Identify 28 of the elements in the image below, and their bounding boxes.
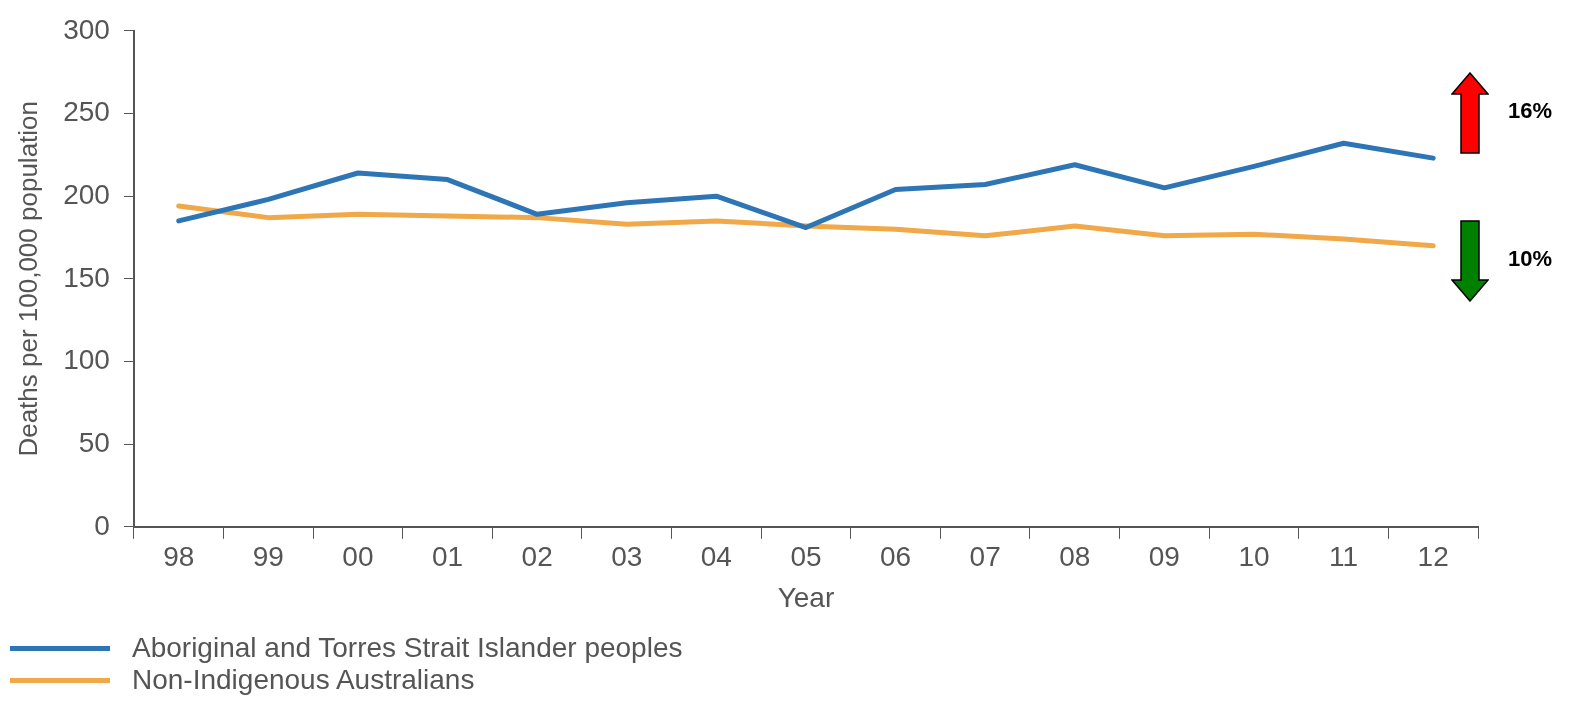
y-tick-label: 100: [63, 344, 110, 376]
x-tick-label: 10: [1238, 541, 1270, 573]
x-tick-label: 05: [790, 541, 822, 573]
x-tick-label: 99: [252, 541, 284, 573]
legend-label: Aboriginal and Torres Strait Islander peoples: [132, 632, 683, 664]
y-tick-label: 150: [63, 261, 110, 293]
y-tick-label: 200: [63, 178, 110, 210]
x-tick-label: 02: [521, 541, 553, 573]
y-tick-label: 300: [63, 13, 110, 45]
x-tick-label: 06: [879, 541, 912, 573]
legend-label: Non-Indigenous Australians: [132, 664, 475, 696]
x-tick-label: 00: [342, 541, 374, 573]
x-tick-label: 12: [1417, 541, 1449, 573]
x-tick-label: 04: [700, 541, 732, 573]
y-tick-label: 50: [78, 426, 110, 458]
y-axis-title: Deaths per 100,000 population: [12, 101, 43, 457]
x-tick-label: 03: [611, 541, 643, 573]
x-tick-label: 08: [1059, 541, 1091, 573]
text: 16%: [1508, 98, 1553, 124]
x-tick-label: 09: [1148, 541, 1180, 573]
x-tick-label: 98: [163, 541, 195, 573]
y-tick-label: 250: [63, 96, 110, 128]
x-axis-title: Year: [777, 581, 835, 613]
x-tick-label: 11: [1329, 541, 1359, 573]
y-tick-label: 0: [94, 509, 110, 541]
text: 10%: [1508, 246, 1553, 272]
x-tick-label: 01: [431, 541, 464, 573]
x-tick-label: 07: [969, 541, 1001, 573]
